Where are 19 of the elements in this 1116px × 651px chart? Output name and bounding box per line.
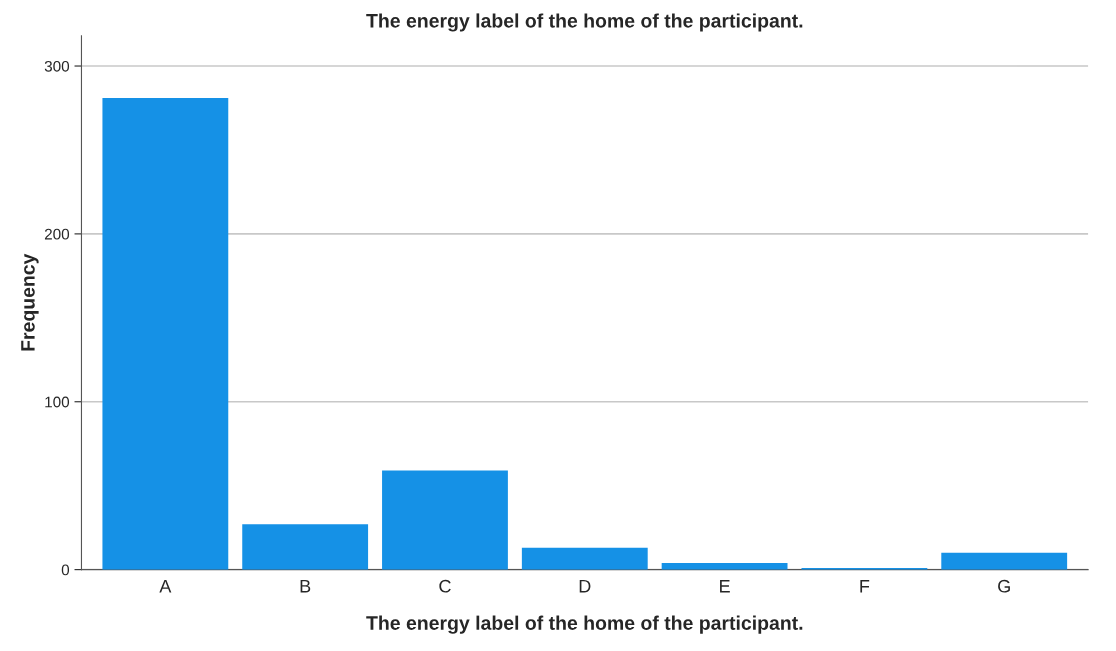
x-tick-label: A: [159, 580, 172, 593]
y-tick-label: 100: [45, 396, 70, 408]
x-tick-label: F: [860, 580, 870, 593]
x-tick-label: C: [439, 579, 451, 593]
bar: [102, 97, 229, 570]
y-axis-title: Frequency: [21, 253, 39, 351]
y-tick-label: 0: [61, 564, 70, 576]
x-axis-title: The energy label of the home of the participant.: [366, 615, 803, 634]
bar: [242, 524, 369, 570]
x-tick-label: G: [998, 579, 1010, 593]
y-tick-label: 200: [44, 228, 70, 240]
bar: [382, 470, 508, 570]
x-tick-label: B: [300, 580, 311, 593]
chart-title: The energy label of the home of the participant.: [366, 13, 803, 32]
bar: [941, 552, 1068, 570]
x-tick-label: D: [579, 580, 591, 593]
x-tick-label: E: [720, 580, 730, 593]
bar: [521, 547, 648, 570]
y-tick-label: 300: [44, 60, 70, 72]
